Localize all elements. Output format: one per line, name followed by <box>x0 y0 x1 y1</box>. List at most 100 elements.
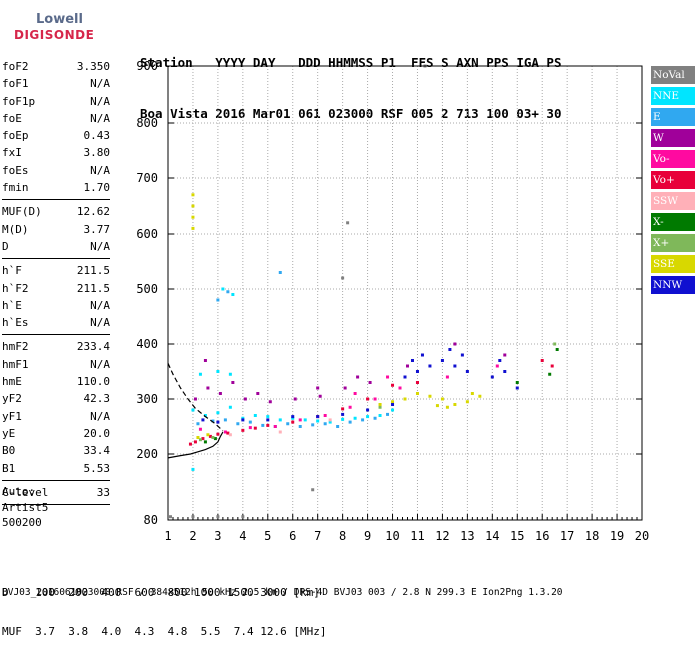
param-value: 1.70 <box>83 181 111 195</box>
param-row: C-level 33 <box>2 484 110 501</box>
param-row: MUF(D) 12.62 <box>2 203 110 220</box>
data-point-vo- <box>298 418 302 422</box>
logo-lowell: Lowell <box>36 12 83 27</box>
data-point-nnw <box>498 359 502 362</box>
param-label: foF1 <box>2 77 29 91</box>
y-tick-label: 800 <box>136 116 158 130</box>
param-label: h`E <box>2 298 22 312</box>
plot-ticks: 1 2 3 4 5 6 7 8 9 10 11 12 13 14 15 16 17 18 19 20802003004… <box>136 59 649 543</box>
data-point-nne <box>191 467 195 471</box>
x-tick-label: 13 <box>460 529 474 543</box>
polarization-legend: NoVal NNE E W Vo- Vo+ SSW X- X+ SSE NNW <box>651 66 695 297</box>
legend-item: W <box>651 129 695 147</box>
x-tick-label: 1 <box>164 529 171 543</box>
param-label: foF1p <box>2 94 36 108</box>
data-point-vo+ <box>193 440 197 444</box>
data-point-nne <box>203 414 207 417</box>
data-point-sse <box>435 404 439 408</box>
param-value: 3.77 <box>83 222 111 236</box>
data-point-vo- <box>248 426 252 430</box>
data-point-sse <box>445 405 449 409</box>
data-point-nne <box>266 415 270 419</box>
param-separator <box>2 479 110 481</box>
data-point-nne <box>353 416 357 420</box>
data-point-noval <box>311 488 315 492</box>
data-point-e <box>286 422 290 426</box>
data-point-nnw <box>266 418 270 422</box>
data-point-vo+ <box>266 423 270 427</box>
data-point-e <box>236 422 240 426</box>
param-label: MUF(D) <box>2 205 42 219</box>
data-point-vo+ <box>415 381 419 384</box>
data-point-w <box>453 342 457 346</box>
param-row: B1 5.53 <box>2 460 110 477</box>
digisonde-logo: Lowell DIGISONDE <box>8 6 94 46</box>
legend-item: NNW <box>651 276 695 294</box>
profile-extrapolated-curve <box>167 363 224 432</box>
data-point-e <box>261 423 265 427</box>
data-point-vo- <box>198 427 202 431</box>
data-point-e <box>211 419 215 423</box>
param-value: N/A <box>90 239 110 253</box>
data-point-e <box>226 290 230 294</box>
profile-curve <box>167 431 224 459</box>
param-row: foE N/A <box>2 110 110 127</box>
data-point-nne <box>316 419 320 423</box>
distance-row: D 100 200 400 600 800 1000 1500 3000 [km… <box>2 586 320 599</box>
data-point-sse <box>440 397 444 401</box>
param-value: N/A <box>90 298 110 312</box>
data-point-vo+ <box>341 407 345 411</box>
y-tick-label: 700 <box>136 171 158 185</box>
data-point-ssw <box>278 430 282 434</box>
data-point-sse <box>403 397 407 401</box>
ionogram-plot: 1 2 3 4 5 6 7 8 9 10 11 12 13 14 15 16 17 18 19 20802003004… <box>136 59 649 543</box>
param-value: N/A <box>90 77 110 91</box>
param-value: 12.62 <box>76 205 110 219</box>
data-point-vo+ <box>391 383 395 387</box>
data-point-w <box>243 397 247 401</box>
param-row: h`F 211.5 <box>2 262 110 279</box>
x-tick-label: 17 <box>560 529 574 543</box>
data-point-nne <box>228 405 232 409</box>
data-point-e <box>278 271 282 274</box>
data-point-nne <box>253 414 257 417</box>
param-value: 42.3 <box>83 392 111 406</box>
param-label: foE <box>2 111 22 125</box>
param-row: foEp 0.43 <box>2 127 110 144</box>
data-point-sse <box>206 433 210 437</box>
param-row: D N/A <box>2 238 110 255</box>
param-row: fxI 3.80 <box>2 144 110 161</box>
data-point-nne <box>241 416 245 420</box>
x-tick-label: 12 <box>435 529 449 543</box>
y-tick-label: 600 <box>136 227 158 241</box>
data-point-nnw <box>241 418 245 422</box>
data-point-noval <box>168 515 172 519</box>
data-point-vo+ <box>226 431 230 435</box>
data-point-nnw <box>403 375 407 379</box>
data-point-vo+ <box>291 420 295 424</box>
param-row: yF2 42.3 <box>2 390 110 407</box>
param-separator <box>2 334 110 336</box>
data-point-nnw <box>428 364 432 368</box>
data-point-w <box>316 386 320 390</box>
data-point-x+ <box>553 342 557 346</box>
param-label: foF2 <box>2 60 29 73</box>
param-label: h`F <box>2 264 22 278</box>
plot-grid <box>167 65 643 521</box>
auto-program: Artist5 <box>2 500 49 514</box>
data-point-w <box>293 397 297 401</box>
param-row: foF1 N/A <box>2 75 110 92</box>
param-label: yF1 <box>2 409 22 423</box>
data-point-vo- <box>445 375 449 379</box>
data-point-sse <box>415 392 419 395</box>
data-point-vo+ <box>188 442 192 446</box>
data-point-w <box>368 381 372 384</box>
data-point-sse <box>378 403 382 406</box>
x-tick-label: 19 <box>610 529 624 543</box>
data-point-vo+ <box>216 432 220 436</box>
header-ops-value: 005 2 713 100 03+ 30 <box>410 106 562 121</box>
data-point-sse <box>478 394 482 398</box>
data-point-sse <box>453 403 457 406</box>
data-point-nnw <box>420 353 424 357</box>
header-date-value: 2016 Mar01 <box>215 106 291 121</box>
